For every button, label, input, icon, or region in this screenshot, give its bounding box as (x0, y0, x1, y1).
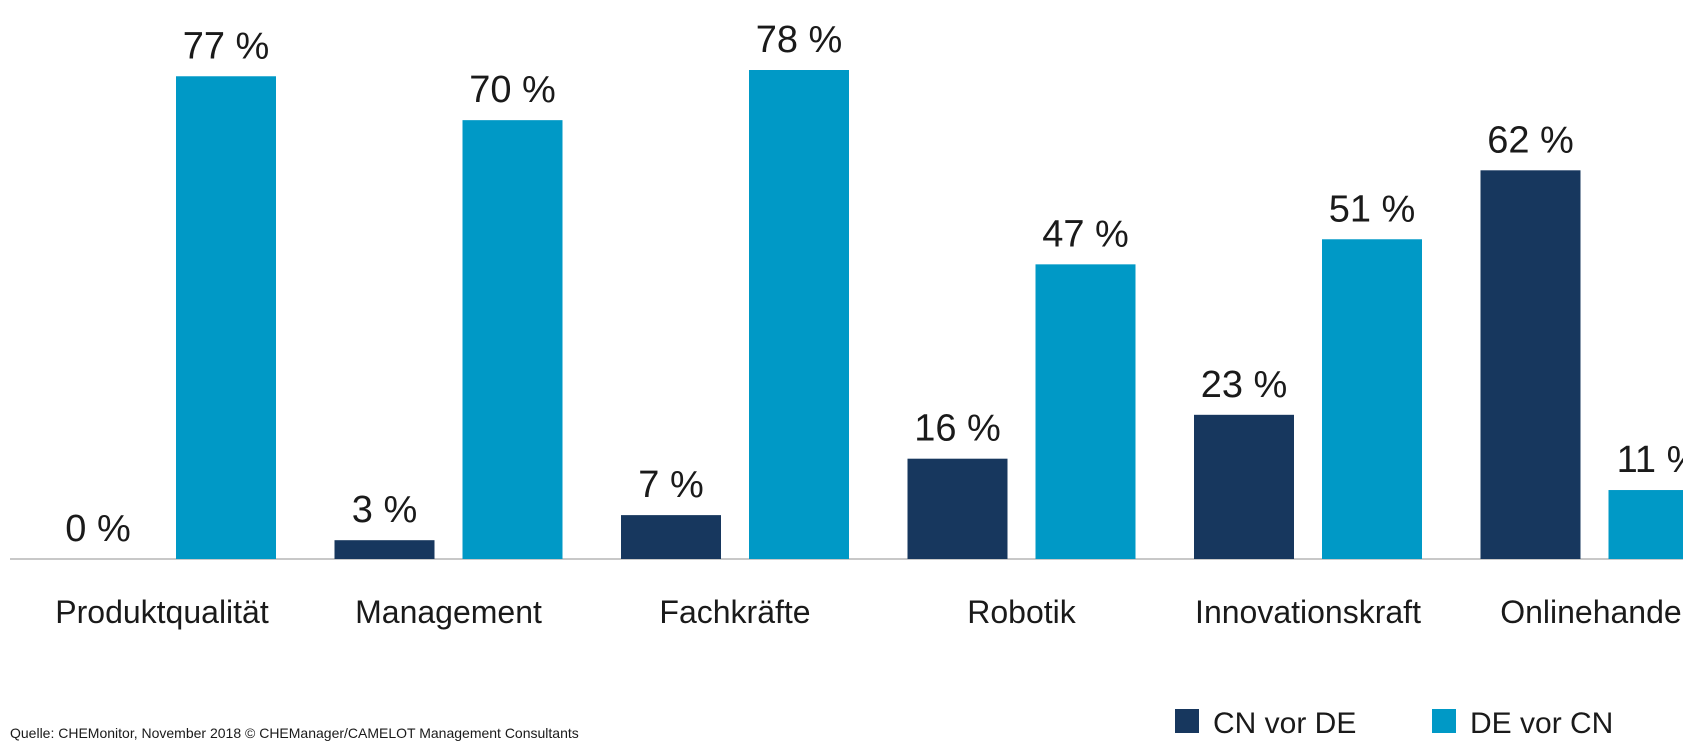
legend-swatch (1175, 709, 1199, 733)
bar (907, 458, 1008, 559)
legend-label: DE vor CN (1470, 707, 1613, 740)
value-label: 7 % (638, 464, 703, 506)
bar (621, 515, 721, 559)
x-tick-label: Onlinehandel (1500, 594, 1683, 630)
x-tick-label: Robotik (967, 594, 1077, 630)
bar (1035, 264, 1136, 559)
legend-label: CN vor DE (1213, 707, 1356, 740)
value-label: 70 % (469, 69, 556, 111)
value-label: 78 % (756, 19, 843, 61)
bar (1322, 239, 1422, 559)
value-label: 62 % (1487, 119, 1574, 161)
source-note: Quelle: CHEMonitor, November 2018 © CHEM… (10, 725, 579, 741)
legend-swatch (1432, 709, 1456, 733)
x-tick-label: Produktqualität (55, 594, 269, 630)
bar (749, 70, 849, 559)
value-label: 16 % (914, 408, 1001, 450)
bar (1480, 170, 1581, 560)
value-label: 11 % (1617, 439, 1683, 481)
bar (1608, 490, 1683, 559)
value-label: 23 % (1201, 364, 1288, 406)
bar (462, 120, 563, 560)
x-tick-label: Fachkräfte (659, 594, 810, 630)
value-label: 3 % (352, 489, 417, 531)
x-tick-label: Management (355, 594, 542, 630)
value-label: 51 % (1329, 188, 1416, 230)
bar (176, 76, 276, 560)
value-label: 47 % (1042, 213, 1129, 255)
value-label: 77 % (183, 25, 270, 67)
x-tick-label: Innovationskraft (1195, 594, 1421, 630)
bar (334, 540, 435, 559)
bar (1194, 414, 1294, 559)
value-label: 0 % (65, 508, 130, 550)
